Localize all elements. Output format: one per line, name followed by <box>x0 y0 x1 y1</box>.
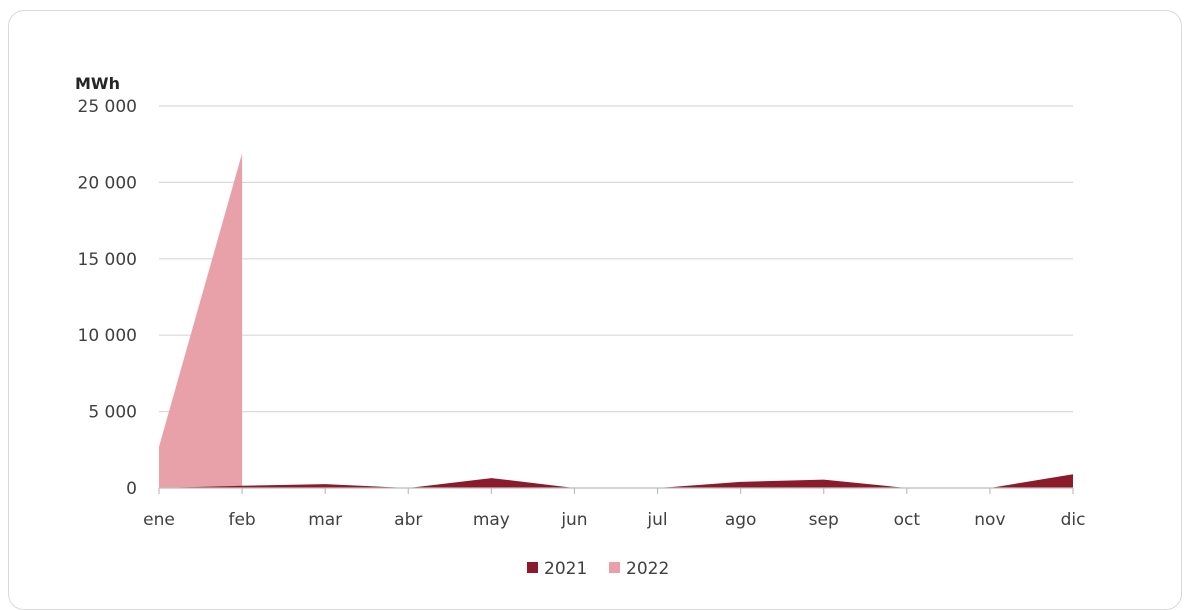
y-tick-label: 10 000 <box>78 326 137 346</box>
x-tick-label: feb <box>228 510 255 530</box>
y-tick-label: 15 000 <box>78 250 137 270</box>
legend-swatch-2022 <box>609 562 620 573</box>
x-tick-labels: ene feb mar abr may jun jul ago sep oct nov dic <box>143 487 1086 530</box>
x-tick-label: oct <box>894 510 921 530</box>
x-tick-label: nov <box>974 510 1005 530</box>
area-series-2021 <box>159 474 1073 488</box>
x-tick-label: may <box>473 510 510 530</box>
y-tick-label: 5 000 <box>88 403 137 423</box>
x-tick-label: dic <box>1061 510 1086 530</box>
y-tick-label: 25 000 <box>78 97 137 117</box>
x-tick-label: ene <box>143 510 175 530</box>
gridlines <box>159 105 1073 489</box>
x-tick-label: mar <box>308 510 342 530</box>
legend-label-2021: 2021 <box>544 559 587 579</box>
y-tick-label: 20 000 <box>78 173 137 193</box>
x-tick-label: sep <box>809 510 839 530</box>
x-tick-label: abr <box>394 510 422 530</box>
y-axis-unit: MWh <box>75 74 120 93</box>
legend-swatch-2021 <box>527 562 538 573</box>
x-tick-label: ago <box>725 510 757 530</box>
x-tick-label: jul <box>646 510 667 530</box>
x-tick-label: jun <box>560 510 587 530</box>
area-series-2022 <box>159 153 243 489</box>
series-areas <box>159 153 1073 489</box>
legend: 2021 2022 <box>527 559 669 579</box>
y-tick-labels: 0 5 000 10 000 15 000 20 000 25 000 <box>78 97 137 499</box>
y-tick-label: 0 <box>126 479 137 499</box>
legend-label-2022: 2022 <box>626 559 669 579</box>
